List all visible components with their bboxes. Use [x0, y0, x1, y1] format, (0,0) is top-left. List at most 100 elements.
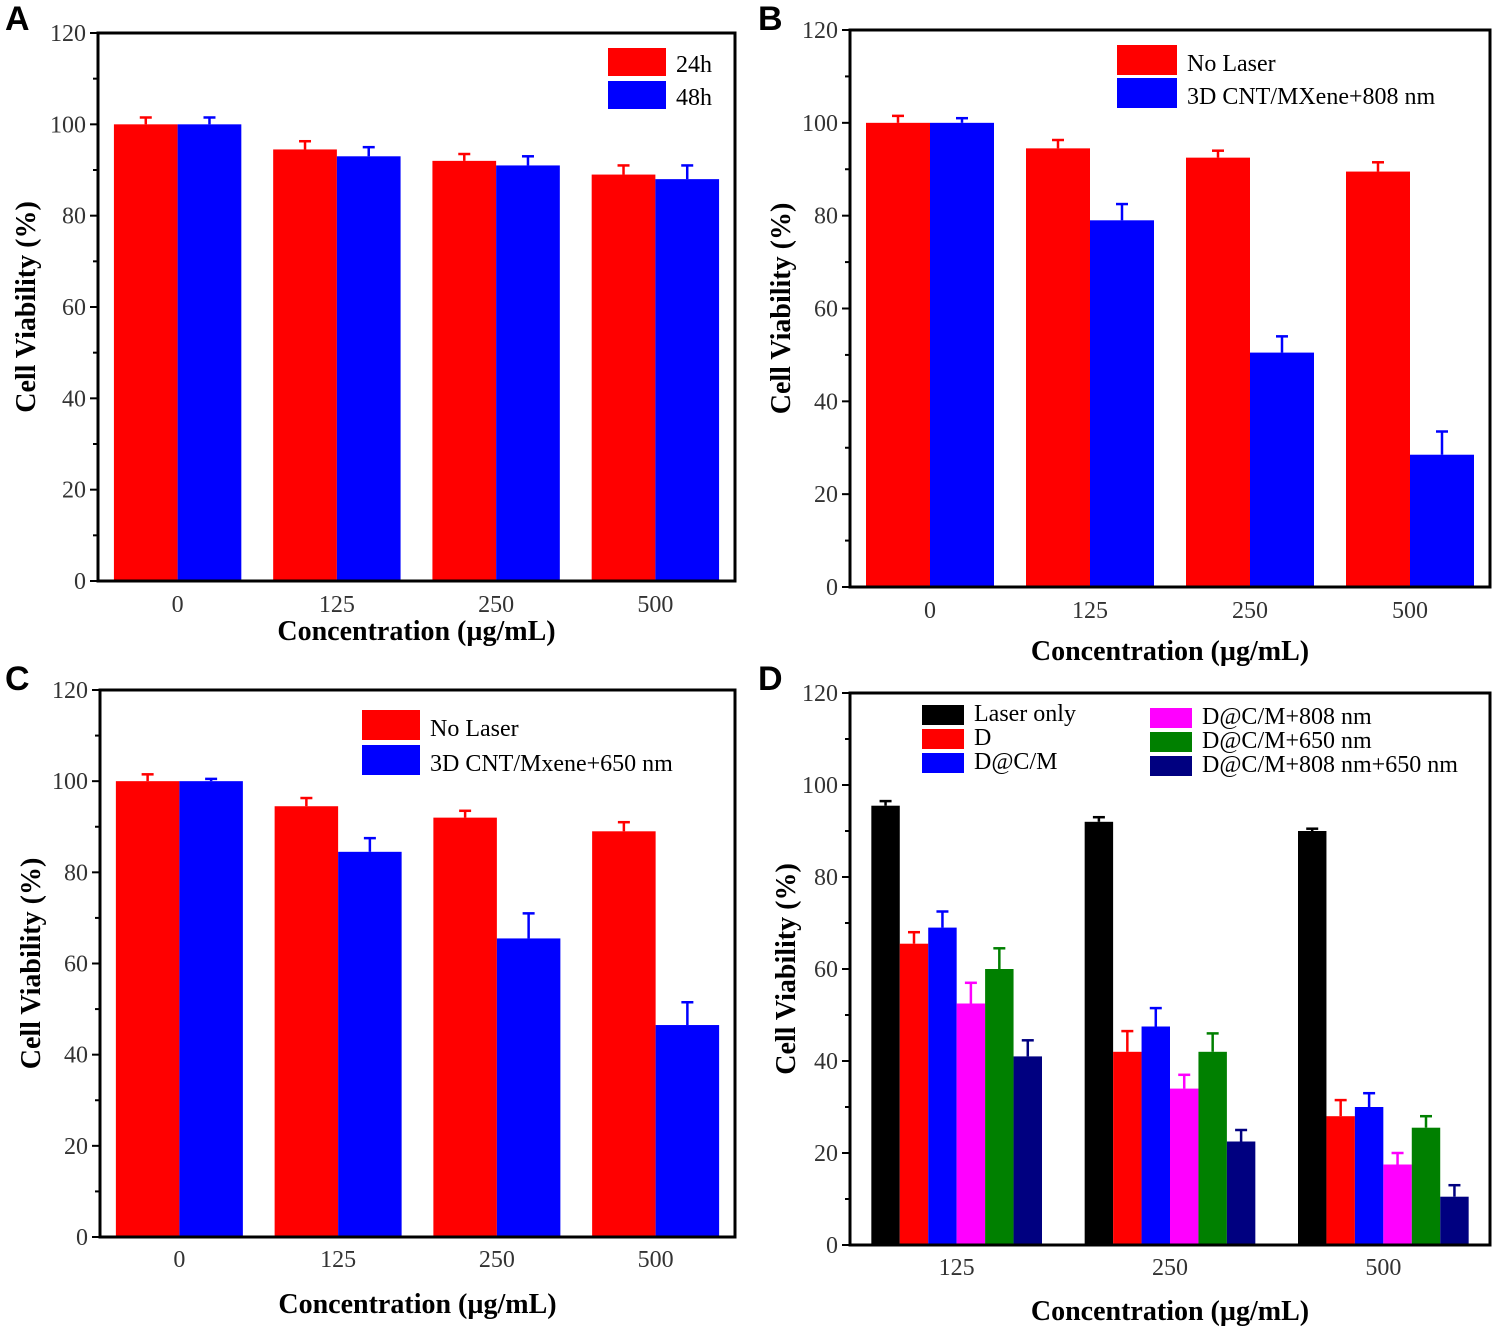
- legend-swatch: [1150, 756, 1192, 776]
- legend-label: D@C/M: [974, 749, 1057, 775]
- bar: [655, 179, 720, 581]
- legend-label: D@C/M+808 nm+650 nm: [1202, 752, 1458, 778]
- legend-swatch: [362, 745, 420, 775]
- bar: [1226, 1141, 1256, 1245]
- legend-swatch: [922, 753, 964, 773]
- bar: [1090, 220, 1154, 587]
- y-axis-title: Cell Viability (%): [771, 863, 802, 1075]
- legend-swatch: [922, 705, 964, 725]
- bar: [956, 1003, 986, 1245]
- y-tick-label: 80: [814, 865, 838, 891]
- legend-label: 3D CNT/MXene+808 nm: [1187, 84, 1436, 110]
- x-tick-label: 0: [924, 598, 936, 624]
- bar: [591, 174, 656, 582]
- y-tick-label: 100: [52, 769, 88, 795]
- y-tick-label: 60: [814, 957, 838, 983]
- bar: [1141, 1026, 1170, 1245]
- bar: [1013, 1056, 1042, 1245]
- y-tick-label: 100: [802, 773, 838, 799]
- x-tick-label: 125: [1072, 598, 1108, 624]
- bar: [1298, 831, 1327, 1245]
- x-axis-title: Concentration (µg/mL): [1031, 636, 1309, 667]
- x-axis-title: Concentration (µg/mL): [278, 1289, 556, 1320]
- x-tick-label: 125: [320, 1247, 356, 1273]
- bar: [496, 165, 560, 581]
- bar: [1346, 171, 1410, 587]
- y-tick-label: 80: [814, 204, 838, 230]
- legend-swatch: [608, 81, 666, 109]
- x-tick-label: 250: [479, 1247, 515, 1273]
- panel-a: A 0 125 250 500 0 20 40 60 80 100 120 Concentration …: [5, 0, 737, 647]
- y-tick-label: 80: [64, 860, 88, 886]
- panel-b: B 0 125 250 500 0 20 40 60 80 100 120 Concentration …: [758, 0, 1492, 667]
- bar: [432, 160, 497, 581]
- x-tick-label: 125: [939, 1255, 975, 1281]
- bar: [1354, 1107, 1384, 1245]
- y-tick-label: 60: [62, 295, 86, 321]
- x-tick-label: 500: [1365, 1255, 1401, 1281]
- y-tick-label: 20: [62, 478, 86, 504]
- legend-swatch: [1150, 732, 1192, 752]
- bar: [1198, 1051, 1227, 1245]
- y-tick-label: 40: [814, 1049, 838, 1075]
- y-tick-label: 40: [62, 386, 86, 412]
- panel-label: C: [5, 660, 30, 698]
- bar: [179, 781, 243, 1237]
- y-tick-label: 0: [826, 1233, 838, 1259]
- x-axis-title: Concentration (µg/mL): [277, 616, 555, 647]
- bar: [177, 124, 242, 581]
- bar: [1383, 1164, 1412, 1245]
- y-tick-label: 40: [814, 389, 838, 415]
- x-tick-label: 0: [172, 592, 184, 618]
- bar: [866, 122, 930, 587]
- bar: [1084, 821, 1114, 1245]
- y-tick-label: 60: [64, 952, 88, 978]
- y-tick-label: 0: [74, 569, 86, 595]
- y-tick-label: 40: [64, 1043, 88, 1069]
- y-tick-label: 100: [50, 112, 86, 138]
- bar: [930, 122, 994, 587]
- bar: [592, 831, 656, 1237]
- bar: [115, 781, 180, 1237]
- bar: [871, 805, 900, 1245]
- y-axis-title: Cell Viability (%): [16, 858, 47, 1070]
- x-tick-label: 500: [638, 1247, 674, 1273]
- bar: [655, 1025, 720, 1237]
- legend-label: 24h: [676, 52, 712, 78]
- bar: [1113, 1051, 1142, 1245]
- legend-swatch: [1117, 78, 1177, 108]
- bar: [899, 943, 929, 1245]
- bar: [1411, 1127, 1441, 1245]
- panel-label: B: [758, 0, 783, 38]
- y-tick-label: 0: [76, 1225, 88, 1251]
- bar: [273, 149, 337, 581]
- bar: [1026, 148, 1090, 588]
- y-tick-label: 120: [50, 21, 86, 47]
- bar: [338, 851, 402, 1237]
- y-tick-label: 20: [814, 1141, 838, 1167]
- panel-d: D 125 250 500 0 20 40 60 80 100 120 Concentration (…: [758, 660, 1492, 1327]
- panel-c: C 0 125 250 500 0 20 40 60 80 100 120 Concentration …: [5, 660, 737, 1320]
- bar: [1170, 1088, 1199, 1245]
- y-tick-label: 0: [826, 575, 838, 601]
- bar: [1186, 157, 1250, 588]
- x-tick-label: 500: [637, 592, 673, 618]
- bar: [1326, 1116, 1355, 1245]
- y-tick-label: 120: [52, 678, 88, 704]
- legend-label: D@C/M+650 nm: [1202, 728, 1372, 754]
- bar: [113, 124, 178, 581]
- y-tick-label: 20: [64, 1134, 88, 1160]
- x-tick-label: 250: [478, 592, 514, 618]
- y-tick-label: 120: [802, 18, 838, 44]
- legend-swatch: [362, 710, 420, 740]
- bar: [1410, 454, 1474, 587]
- legend-label: D: [974, 725, 991, 751]
- panel-label: A: [5, 0, 30, 38]
- x-tick-label: 250: [1232, 598, 1268, 624]
- x-tick-label: 250: [1152, 1255, 1188, 1281]
- x-tick-label: 125: [319, 592, 355, 618]
- legend-label: 3D CNT/Mxene+650 nm: [430, 751, 673, 777]
- y-tick-label: 80: [62, 204, 86, 230]
- bar: [985, 969, 1014, 1245]
- x-axis-title: Concentration (µg/mL): [1031, 1296, 1309, 1327]
